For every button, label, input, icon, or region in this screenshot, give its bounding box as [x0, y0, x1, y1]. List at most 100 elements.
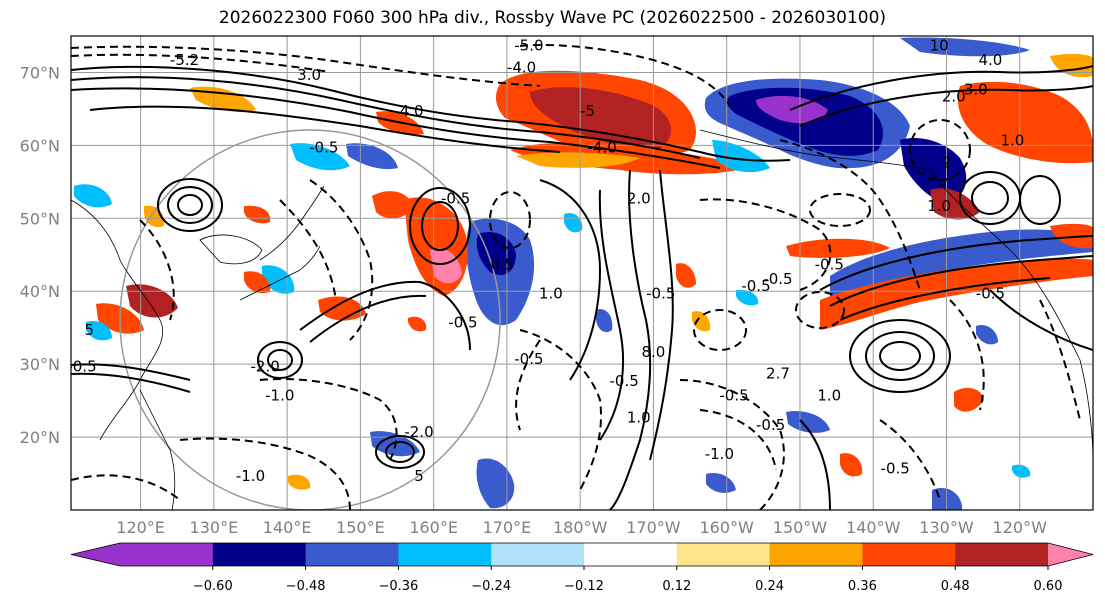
coastline — [139, 389, 176, 510]
latitude-axis: 70°N 60°N 50°N 40°N 30°N 20°N — [20, 63, 60, 447]
contour-solid — [71, 363, 191, 381]
longitude-tick-label: 140°W — [846, 518, 901, 537]
longitude-tick-label: 160°W — [700, 518, 755, 537]
shading-negative — [476, 232, 516, 276]
contour-solid — [299, 280, 471, 351]
colorbar-tick-label: −0.48 — [286, 579, 326, 594]
coastline — [259, 185, 325, 261]
shading-negative — [976, 324, 998, 345]
contour-dashed — [71, 474, 181, 501]
contour-label: 1.0 — [1000, 131, 1024, 149]
latitude-tick-label: 40°N — [20, 282, 60, 301]
contour-solid — [989, 289, 1093, 351]
contour-dashed — [699, 198, 832, 291]
colorbar-segment — [862, 543, 956, 566]
contour-solid — [167, 186, 213, 224]
contour-label: 1.0 — [627, 408, 651, 426]
contour-label: -0.5 — [881, 460, 910, 478]
shading-positive — [244, 205, 271, 224]
shading-negative — [86, 320, 112, 341]
divergence-shading — [74, 37, 1093, 510]
longitude-tick-label: 160°E — [409, 518, 458, 537]
contour-solid — [157, 178, 223, 232]
shading-negative — [900, 37, 1030, 57]
longitude-tick-label: 180°W — [553, 518, 608, 537]
colorbar-over-triangle — [1048, 543, 1093, 566]
longitude-tick-label: 130°E — [190, 518, 239, 537]
contour-solid — [89, 105, 561, 153]
contour-solid — [71, 87, 721, 169]
contour-label: 2.0 — [942, 88, 966, 106]
coastline — [699, 129, 931, 171]
shading-positive — [840, 453, 863, 477]
contour-label: 2.0 — [627, 190, 651, 208]
coastline — [239, 245, 321, 301]
contour-dashed — [779, 139, 921, 291]
contour-label: -0.5 — [485, 255, 514, 273]
contour-dashed — [309, 179, 374, 341]
shading-negative — [786, 410, 830, 433]
contour-solid — [409, 187, 471, 265]
contour-label: -0.5 — [646, 285, 675, 303]
shading-positive — [1050, 53, 1093, 78]
longitude-tick-label: 150°W — [773, 518, 828, 537]
contour-solid — [71, 65, 791, 162]
contour-labels: -5.0-4.0-5.23.04.0-0.5-0.5-5-4.02.0-0.5-… — [71, 37, 1024, 485]
colorbar-segment — [305, 543, 399, 566]
contour-solid — [971, 181, 1009, 215]
contour-label: -5.2 — [170, 51, 199, 69]
contour-dashed — [909, 119, 971, 181]
shading-negative — [596, 309, 613, 333]
contour-label: 2.7 — [766, 365, 790, 383]
colorbar-segment — [120, 543, 214, 566]
contour-label: 10 — [930, 37, 949, 55]
shading-negative — [262, 265, 295, 294]
contour-label: -1.0 — [236, 467, 265, 485]
contour-label: -0.5 — [448, 314, 477, 332]
contour-dashed — [795, 291, 845, 329]
contour-solid — [598, 189, 625, 441]
contour-solid — [71, 76, 701, 159]
colorbar-segment — [676, 543, 771, 566]
shading-positive — [1050, 223, 1093, 249]
longitude-tick-label: 170°W — [626, 518, 681, 537]
colorbar-tick-label: −0.24 — [471, 579, 511, 594]
contour-label: 3.0 — [297, 66, 321, 84]
contour-dashed — [809, 193, 871, 227]
contour-label: -0.5 — [719, 387, 748, 405]
map-frame — [70, 35, 1094, 511]
shading-positive — [676, 263, 696, 288]
contour-label: 5 — [85, 321, 95, 339]
contour-label: 3.0 — [964, 80, 988, 98]
contour-solid — [609, 169, 652, 510]
contour-solid — [829, 255, 1093, 307]
shading-positive — [372, 191, 414, 219]
shading-positive — [126, 284, 178, 318]
latitude-tick-label: 70°N — [20, 63, 60, 82]
shading-positive — [786, 238, 890, 258]
colorbar-tick-label: 0.36 — [848, 579, 877, 594]
colorbar-segment — [584, 543, 678, 566]
shading-positive — [190, 86, 256, 113]
colorbar-segment — [769, 543, 863, 566]
contour-solid — [267, 349, 293, 371]
shading-positive — [530, 87, 671, 149]
coastline — [199, 234, 263, 265]
contour-solid — [421, 201, 459, 251]
contour-label: 1.0 — [539, 285, 563, 303]
contour-label: -4.0 — [588, 139, 617, 157]
longitude-tick-label: 140°E — [263, 518, 312, 537]
coastlines — [71, 129, 1093, 510]
shading-negative — [476, 458, 515, 509]
contour-solid — [865, 331, 935, 381]
shading-negative — [736, 289, 759, 306]
longitude-tick-label: 120°W — [993, 518, 1048, 537]
contour-solid — [71, 372, 191, 393]
colorbar-tick-label: −0.12 — [564, 579, 604, 594]
shading-negative — [932, 487, 962, 510]
shading-negative — [706, 472, 736, 493]
contour-dashed — [679, 379, 785, 510]
contour-label: -1.0 — [705, 445, 734, 463]
contour-solid — [385, 441, 415, 463]
